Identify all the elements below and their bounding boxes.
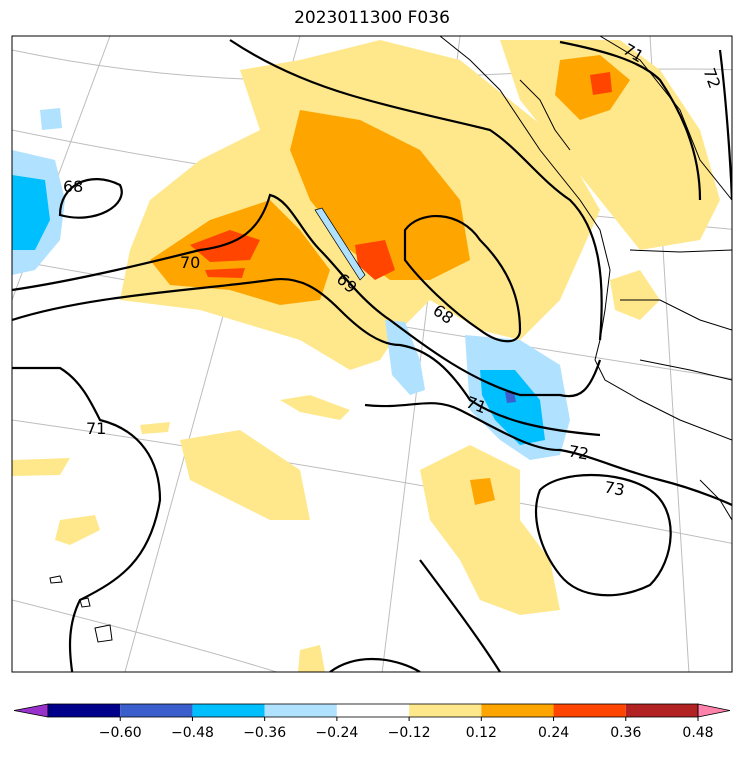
colorbar: −0.60 −0.48 −0.36 −0.24 −0.12 0.12 0.24 0.36 0.4… [13,703,731,741]
contour-label: 71 [86,419,106,438]
colorbar-tick-label: −0.60 [99,725,142,741]
colorbar-tick-label: 0.12 [466,725,497,741]
positive-anomaly-fill [12,40,720,672]
colorbar-extend-high [697,703,731,718]
colorbar-swatch [192,704,265,717]
contour-label: 73 [603,477,626,499]
colorbar-swatch [625,704,698,717]
colorbar-swatch [120,704,193,717]
map-panel: 68 70 69 68 71 71 72 73 71 72 [12,36,732,672]
contour-label: 70 [180,253,200,272]
colorbar-swatch [336,704,410,717]
colorbar-extend-low [13,703,49,718]
colorbar-border [47,703,699,718]
colorbar-tick-label: −0.24 [315,725,358,741]
colorbar-tick-label: 0.48 [682,725,713,741]
colorbar-swatch [264,704,337,717]
colorbar-swatch [481,704,554,717]
colorbar-tick-label: 0.24 [538,725,569,741]
colorbar-swatch [409,704,482,717]
height-contours [12,39,732,672]
map-title: 2023011300 F036 [294,8,450,28]
colorbar-tick-label: −0.12 [388,725,431,741]
coastlines [49,36,732,643]
colorbar-tick-label: −0.48 [171,725,214,741]
colorbar-tick-label: −0.36 [243,725,286,741]
map-frame [11,35,733,673]
colorbar-swatch [48,704,121,717]
colorbar-tick-label: 0.36 [610,725,641,741]
contour-label: 72 [567,441,590,463]
colorbar-swatch [553,704,626,717]
contour-label: 68 [63,177,83,196]
